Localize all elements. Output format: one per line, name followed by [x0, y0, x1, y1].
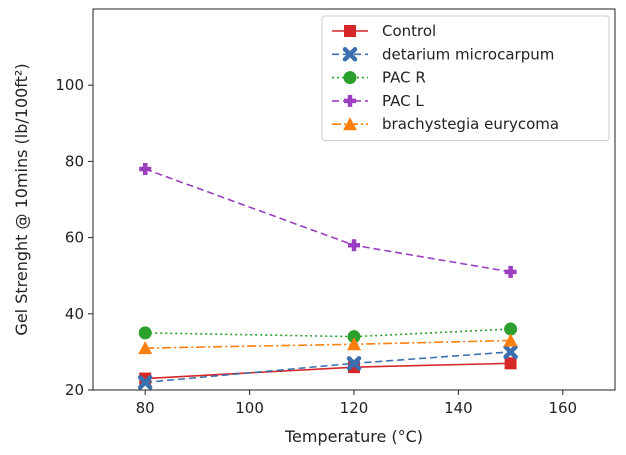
legend-box — [321, 15, 610, 141]
y-tick-label: 60 — [65, 229, 84, 247]
series-line — [145, 362, 511, 380]
triangle-marker — [503, 333, 518, 347]
plus-marker — [504, 265, 517, 278]
legend-label: PAC R — [382, 69, 426, 87]
legend-label: Control — [382, 22, 436, 40]
x-marker — [346, 356, 362, 371]
legend-label: PAC L — [382, 92, 424, 110]
x-marker-stroke — [137, 375, 153, 390]
circle-marker — [504, 322, 518, 336]
y-tick-label: 100 — [55, 76, 84, 94]
legend-entry: PAC L — [332, 92, 424, 110]
y-tick-label: 20 — [65, 381, 84, 399]
axes: 80 100 120 140 160 20 40 60 80 100 Temperature (°C… — [12, 8, 616, 446]
x-tick-label: 100 — [235, 399, 264, 417]
x-axis-label: Temperature (°C) — [284, 427, 423, 446]
legend-entry: detarium microcarpum — [332, 45, 554, 63]
triangle-marker — [347, 337, 361, 351]
circle-marker — [347, 330, 361, 344]
series-control — [139, 357, 517, 385]
plus-marker — [344, 94, 356, 107]
x-marker — [137, 375, 153, 390]
legend-label: brachystegia eurycoma — [382, 115, 559, 133]
triangle-marker — [138, 341, 153, 355]
x-marker — [503, 344, 518, 360]
plus-marker — [348, 239, 360, 252]
legend-entry: brachystegia eurycoma — [332, 115, 559, 133]
series-brachystegia-eurycoma — [138, 333, 518, 355]
series-pac-r — [138, 322, 518, 344]
legend-label: detarium microcarpum — [382, 45, 554, 63]
x-marker-stroke — [346, 356, 362, 371]
x-tick-label: 140 — [444, 399, 473, 417]
circle-marker — [343, 71, 357, 85]
series-line — [144, 168, 511, 273]
series-detarium-microcarpum — [137, 344, 518, 390]
legend-entry: Control — [332, 22, 436, 40]
x-marker-stroke — [342, 47, 358, 62]
x-marker-stroke — [503, 344, 518, 360]
square-marker — [504, 357, 517, 370]
series-line — [145, 328, 511, 338]
x-tick-label: 160 — [548, 399, 577, 417]
triangle-marker — [343, 117, 357, 131]
x-tick-label: 120 — [340, 399, 369, 417]
plot-area — [137, 163, 518, 390]
legend: Control detarium microcarpum PAC R PAC L bra… — [321, 15, 610, 141]
series-line — [145, 351, 511, 384]
series-line — [145, 339, 511, 349]
circle-marker — [138, 326, 152, 340]
legend-entry: PAC R — [332, 69, 426, 87]
plus-marker — [139, 163, 152, 176]
y-axis-label: Gel Strenght @ 10mins (lb/100ft²) — [12, 63, 31, 335]
square-marker — [344, 25, 356, 37]
x-marker — [342, 47, 358, 62]
y-tick-label: 40 — [65, 305, 84, 323]
y-tick-label: 80 — [65, 152, 84, 170]
series-pac-l — [139, 163, 517, 278]
x-tick-label: 80 — [136, 399, 155, 417]
